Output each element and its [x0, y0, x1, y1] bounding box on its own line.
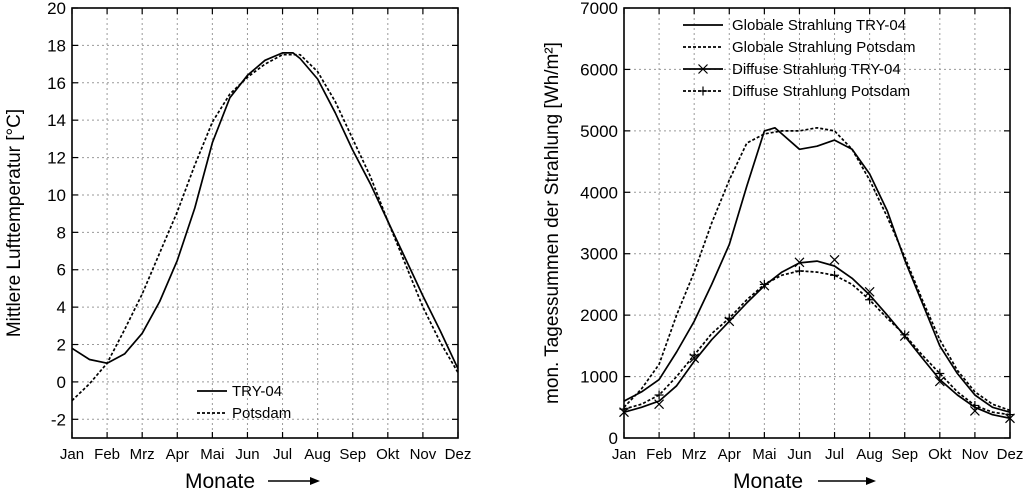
series-line-3 — [624, 260, 1010, 420]
y-tick-label: 4 — [57, 298, 66, 317]
legend-label: Globale Strahlung TRY-04 — [732, 17, 906, 34]
marker-plus — [689, 350, 699, 360]
y-tick-label: -2 — [51, 410, 66, 429]
y-tick-label: 8 — [57, 223, 66, 242]
x-axis-label: Monate — [185, 470, 255, 493]
x-tick-label: Feb — [646, 446, 672, 463]
marker-x — [934, 376, 945, 387]
marker-plus — [724, 313, 734, 323]
y-tick-label: 2000 — [580, 306, 618, 325]
x-axis-label: Monate — [733, 470, 803, 493]
x-axis-arrow-head — [310, 477, 320, 485]
y-tick-label: 0 — [57, 373, 66, 392]
marker-plus — [619, 404, 629, 414]
x-tick-label: Mai — [200, 446, 224, 463]
legend-label: Diffuse Strahlung TRY-04 — [732, 61, 901, 78]
legend-label: Potsdam — [232, 405, 291, 422]
x-tick-label: Okt — [376, 446, 400, 463]
marker-plus — [865, 295, 875, 305]
y-tick-label: 1000 — [580, 368, 618, 387]
y-tick-label: 20 — [47, 0, 66, 18]
marker-plus — [900, 330, 910, 340]
x-tick-label: Mrz — [130, 446, 155, 463]
plot-frame — [623, 7, 1011, 439]
x-tick-label: Sep — [891, 446, 918, 463]
marker-x — [969, 406, 980, 416]
y-tick-label: 7000 — [580, 0, 618, 18]
y-tick-label: 5000 — [580, 122, 618, 141]
plot-frame — [71, 7, 459, 439]
radiation-chart: Jan Feb Mrz Apr Mai Jun Jul Aug Sep Okt Nov Dez 0 100… — [542, 0, 1023, 493]
x-tick-label: Mrz — [682, 446, 707, 463]
y-tick-label: 12 — [47, 149, 66, 168]
legend-label: Globale Strahlung Potsdam — [732, 39, 915, 56]
series-line-1 — [72, 52, 458, 370]
marker-plus — [935, 369, 945, 378]
y-tick-label: 14 — [47, 111, 66, 130]
y-tick-label: 2 — [57, 336, 66, 355]
marker-plus — [1005, 410, 1015, 420]
x-tick-label: Aug — [304, 446, 331, 463]
x-tick-label: Jul — [273, 446, 292, 463]
x-tick-label: Jul — [825, 446, 844, 463]
marker-plus — [759, 279, 769, 289]
y-axis-label: Mittlere Lufttemperatur [°C] — [4, 109, 25, 337]
y-tick-label: 18 — [47, 36, 66, 55]
y-tick-label: 0 — [609, 429, 618, 448]
marker-plus — [794, 266, 804, 276]
x-tick-label: Sep — [339, 446, 366, 463]
marker-x — [864, 286, 875, 297]
y-tick-label: 3000 — [580, 245, 618, 264]
y-tick-label: 16 — [47, 74, 66, 93]
legend-label: Diffuse Strahlung Potsdam — [732, 83, 910, 100]
marker-plus — [654, 390, 664, 400]
x-tick-label: Jun — [235, 446, 259, 463]
marker-x — [654, 399, 665, 410]
series-line-1 — [624, 126, 1010, 414]
y-tick-label: 6000 — [580, 60, 618, 79]
y-tick-label: 4000 — [580, 183, 618, 202]
x-tick-label: Apr — [166, 446, 189, 463]
marker-x — [794, 257, 805, 268]
y-axis-label: mon. Tagessummen der Strahlung [Wh/m²] — [542, 42, 563, 404]
x-tick-label: Jun — [787, 446, 811, 463]
x-axis-arrow-head — [866, 477, 876, 485]
x-tick-label: Apr — [718, 446, 741, 463]
marker-plus — [830, 270, 840, 280]
x-tick-label: Nov — [410, 446, 437, 463]
temperature-chart: Jan Feb Mrz Apr Mai Jun Jul Aug Sep Okt Nov Dez -2 0 2… — [4, 0, 471, 493]
legend-label: TRY-04 — [232, 383, 282, 400]
y-tick-label: 10 — [47, 186, 66, 205]
x-tick-label: Dez — [997, 446, 1024, 463]
x-tick-label: Jan — [612, 446, 636, 463]
x-tick-label: Okt — [928, 446, 952, 463]
marker-plus — [970, 400, 980, 410]
y-tick-label: 6 — [57, 261, 66, 280]
x-tick-label: Feb — [94, 446, 120, 463]
marker-x — [829, 254, 840, 265]
series-line-2 — [624, 126, 1010, 412]
legend-marker-x — [698, 64, 708, 74]
x-tick-label: Nov — [962, 446, 989, 463]
x-tick-label: Mai — [752, 446, 776, 463]
x-tick-label: Jan — [60, 446, 84, 463]
x-tick-label: Dez — [445, 446, 472, 463]
series-line-2 — [72, 53, 458, 402]
x-tick-label: Aug — [856, 446, 883, 463]
series-line-4 — [624, 270, 1010, 416]
legend-marker-plus — [698, 86, 708, 96]
